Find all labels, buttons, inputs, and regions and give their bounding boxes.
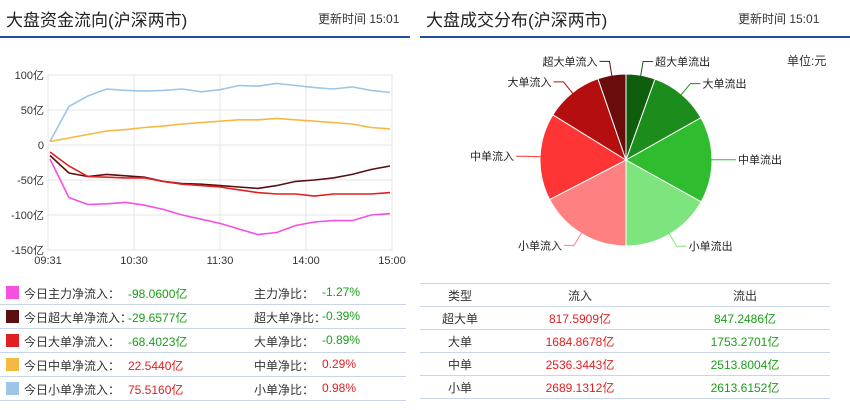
- legend-swatch: [6, 334, 19, 347]
- series-line: [49, 82, 391, 142]
- pie-label: 小单流入: [518, 238, 562, 252]
- cell-type: 中单: [420, 352, 500, 376]
- pie-label: 超大单流出: [655, 54, 710, 68]
- ratio-value: -1.27%: [322, 285, 361, 299]
- legend-swatch: [6, 358, 19, 371]
- title-divider: [0, 36, 410, 38]
- pie-label: 中单流出: [738, 153, 782, 167]
- legend-swatch: [6, 382, 19, 395]
- legend-row: 今日小单净流入： 75.5160亿 小单净比： 0.98%: [6, 377, 404, 400]
- trade-distribution-table: 类型 流入 流出 超大单 817.5909亿 847.2486亿 大单 1684.867…: [420, 283, 830, 399]
- row-divider: [0, 352, 406, 353]
- table-row: 大单 1684.8678亿 1753.2701亿: [420, 329, 830, 353]
- pie-label: 大单流入: [508, 75, 552, 89]
- cell-in: 1684.8678亿: [500, 329, 660, 353]
- col-type-header: 类型: [420, 283, 500, 307]
- fund-flow-update-time: 更新时间 15:01: [318, 12, 400, 26]
- legend-name: 今日中单净流入：: [24, 359, 121, 373]
- ratio-value: 0.29%: [322, 357, 357, 371]
- legend-row: 今日主力净流入： -98.0600亿 主力净比： -1.27%: [6, 281, 404, 304]
- y-tick-label: -50亿: [17, 174, 44, 187]
- table-row: 小单 2689.1312亿 2613.6152亿: [420, 375, 830, 399]
- cell-out: 2513.8004亿: [660, 352, 830, 376]
- x-tick-label: 10:30: [120, 255, 148, 267]
- legend-row: 今日超大单净流入： -29.6577亿 超大单净比： -0.39%: [6, 305, 404, 328]
- trade-distribution-panel: 大盘成交分布(沪深两市) 更新时间 15:01 单位:元 超大单流出 大单流出 中单…: [420, 0, 850, 410]
- fund-flow-title: 大盘资金流向(沪深两市): [6, 11, 188, 30]
- ratio-value: 0.98%: [322, 381, 357, 395]
- pie-leader-line: [599, 60, 613, 80]
- legend-name: 今日小单净流入：: [24, 383, 121, 397]
- cell-out: 847.2486亿: [660, 306, 830, 330]
- y-tick-label: 50亿: [21, 104, 44, 117]
- legend-value: -68.4023亿: [128, 335, 188, 349]
- row-divider: [0, 304, 406, 305]
- legend-name: 今日主力净流入：: [24, 287, 121, 301]
- unit-label: 单位:元: [787, 54, 827, 68]
- pie-leader-line: [667, 230, 687, 247]
- pie-label: 中单流入: [470, 149, 514, 163]
- col-out-header: 流出: [660, 283, 830, 307]
- table-row: 中单 2536.3443亿 2513.8004亿: [420, 352, 830, 376]
- row-divider: [0, 328, 406, 329]
- title-divider: [420, 36, 850, 38]
- cell-type: 小单: [420, 375, 500, 399]
- legend-value: 75.5160亿: [128, 383, 184, 397]
- cell-type: 超大单: [420, 306, 500, 330]
- x-tick-label: 15:00: [378, 255, 406, 267]
- legend-value: -29.6577亿: [128, 311, 188, 325]
- series-line: [49, 154, 391, 190]
- fund-flow-panel: 大盘资金流向(沪深两市) 更新时间 15:01 100亿 50亿 0 -50亿 -100…: [0, 0, 410, 410]
- x-tick-label: 09:31: [34, 255, 62, 267]
- pie-leader-line: [639, 61, 654, 80]
- ratio-value: -0.39%: [322, 309, 361, 323]
- ratio-name: 超大单净比：: [254, 311, 327, 325]
- ratio-value: -0.89%: [322, 333, 361, 347]
- y-tick-label: 0: [38, 140, 44, 152]
- cell-out: 2613.6152亿: [660, 375, 830, 399]
- legend-row: 今日大单净流入： -68.4023亿 大单净比： -0.89%: [6, 329, 404, 352]
- pie-leader-line: [678, 83, 701, 98]
- series-line: [49, 158, 391, 236]
- pie-leader-line: [553, 81, 576, 97]
- table-header-row: 类型 流入 流出: [420, 283, 830, 307]
- pie-leader-line: [564, 229, 584, 246]
- cell-out: 1753.2701亿: [660, 329, 830, 353]
- legend-swatch: [6, 310, 19, 323]
- row-divider: [0, 400, 406, 401]
- y-tick-label: 100亿: [15, 69, 44, 82]
- col-in-header: 流入: [500, 283, 660, 307]
- legend-swatch: [6, 286, 19, 299]
- pie-label: 小单流出: [689, 239, 733, 253]
- y-tick-label: -100亿: [11, 209, 44, 222]
- trade-distribution-title: 大盘成交分布(沪深两市): [426, 11, 608, 30]
- legend-name: 今日大单净流入：: [24, 335, 121, 349]
- series-line: [49, 117, 391, 143]
- legend-value: -98.0600亿: [128, 287, 188, 301]
- trade-distribution-update-time: 更新时间 15:01: [738, 12, 820, 26]
- ratio-name: 中单净比：: [254, 359, 315, 373]
- x-tick-label: 14:00: [292, 255, 320, 267]
- legend-name: 今日超大单净流入：: [24, 311, 133, 325]
- pie-label: 超大单流入: [542, 54, 597, 68]
- ratio-name: 小单净比：: [254, 383, 315, 397]
- pie-leader-line: [516, 155, 545, 158]
- row-divider: [0, 376, 406, 377]
- table-row: 超大单 817.5909亿 847.2486亿: [420, 306, 830, 330]
- x-tick-label: 11:30: [207, 255, 234, 267]
- legend-row: 今日中单净流入： 22.5440亿 中单净比： 0.29%: [6, 353, 404, 376]
- legend-value: 22.5440亿: [128, 359, 184, 373]
- ratio-name: 大单净比：: [254, 335, 315, 349]
- cell-in: 817.5909亿: [500, 306, 660, 330]
- cell-in: 2536.3443亿: [500, 352, 660, 376]
- ratio-name: 主力净比：: [254, 287, 315, 301]
- y-tick-label: -150亿: [11, 244, 44, 257]
- cell-type: 大单: [420, 329, 500, 353]
- series-line: [49, 151, 391, 197]
- cell-in: 2689.1312亿: [500, 375, 660, 399]
- pie-label: 大单流出: [702, 77, 746, 91]
